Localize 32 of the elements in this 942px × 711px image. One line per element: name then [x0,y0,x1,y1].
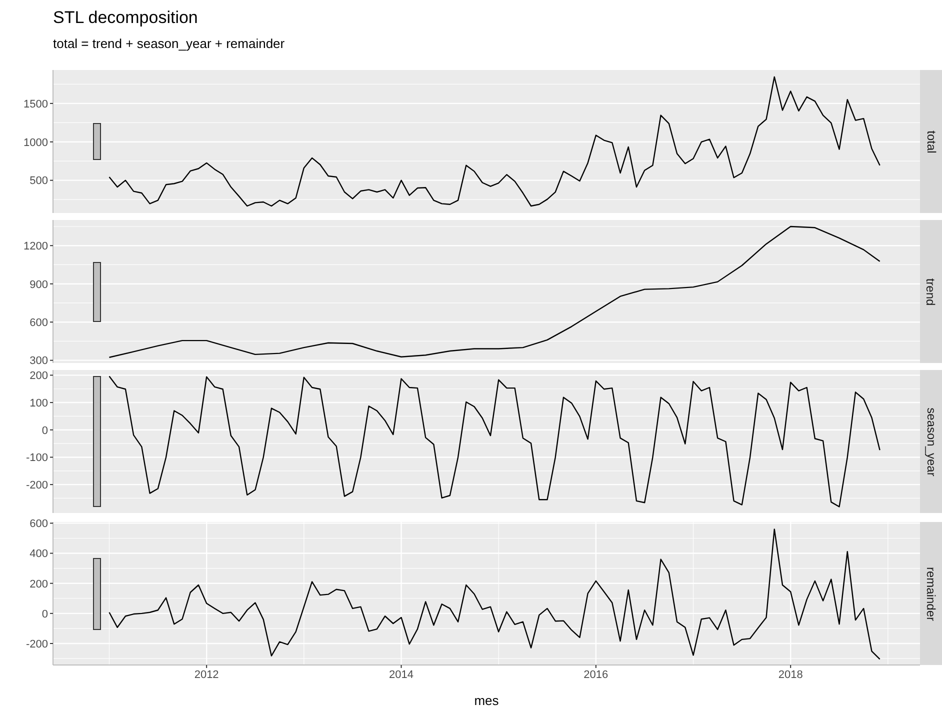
y-tick-label: 600 [30,316,48,329]
x-tick-label: 2016 [584,668,608,681]
text: season_year [924,407,938,476]
y-tick-label: 500 [30,175,48,188]
line-series [108,528,880,660]
y-tick-label: -100 [26,452,48,464]
y-tick-label: 100 [30,397,48,410]
y-tick-label: -200 [26,479,48,492]
y-tick-label: -200 [26,638,48,650]
chart-title: STL decomposition [53,8,198,28]
y-tick-label: 1200 [24,240,48,253]
x-tick-label: 2012 [194,668,219,681]
y-tick-label: 900 [30,278,48,291]
line-series [108,376,880,508]
y-tick-label: 300 [30,355,48,368]
line-series [108,76,880,207]
text: trend [924,278,938,306]
y-tick-label: 0 [42,608,48,620]
text: remainder [924,566,938,621]
y-tick-label: 400 [30,548,48,560]
y-tick-label: 0 [42,424,48,437]
y-tick-label: 600 [30,518,48,530]
y-tick-label: 1500 [24,98,48,110]
y-tick-label: 200 [30,578,48,590]
x-tick-label: 2014 [389,668,414,681]
line-series [108,226,880,358]
text: total [924,130,938,153]
x-axis-title: mes [474,693,500,708]
chart-subtitle: total = trend + season_year + remainder [53,36,285,51]
y-tick-label: 1000 [24,136,48,149]
x-tick-label: 2018 [778,668,803,681]
y-tick-label: 200 [30,370,48,382]
